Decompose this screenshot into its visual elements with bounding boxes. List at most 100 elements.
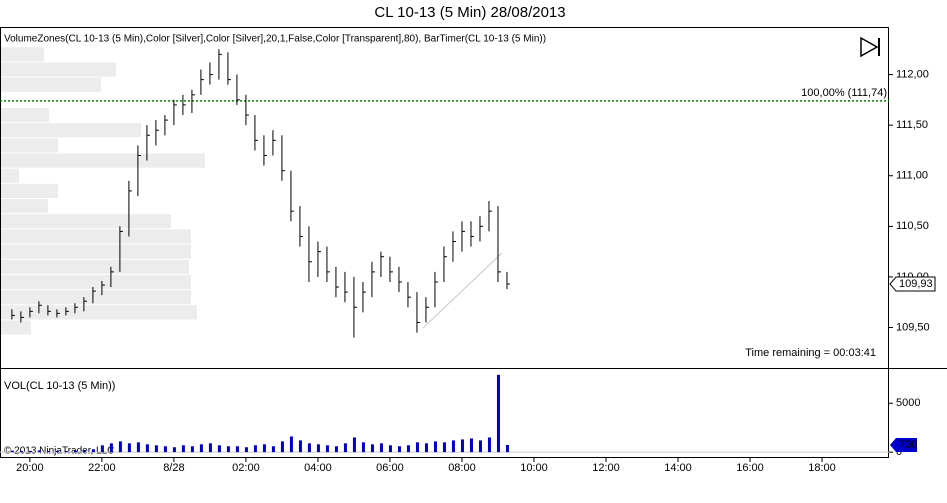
volume-bar <box>280 441 284 453</box>
volume-bar <box>46 451 50 453</box>
volume-bar <box>73 450 77 453</box>
volume-zone <box>1 77 101 92</box>
volume-zones <box>1 47 205 335</box>
volume-bar <box>415 442 419 453</box>
copyright: © 2013 NinjaTrader, LLC <box>4 446 114 457</box>
x-tick-label: 8/28 <box>163 462 184 474</box>
panel-border <box>0 27 889 458</box>
y-tick-label: 110,50 <box>896 220 929 232</box>
volume-bar <box>478 440 482 453</box>
x-tick-label: 02:00 <box>232 462 260 474</box>
y-tick-label: 111,50 <box>896 119 928 131</box>
volume-bar <box>64 451 68 453</box>
volume-bar <box>433 441 437 453</box>
volume-bar <box>343 443 347 453</box>
play-icon <box>860 36 880 58</box>
last-price-marker <box>889 276 936 292</box>
volume-bar <box>253 445 257 453</box>
volume-zone <box>1 320 31 335</box>
volume-bar <box>82 450 86 453</box>
last-price-label: 109,93 <box>899 278 933 290</box>
indicator-label: VolumeZones(CL 10-13 (5 Min),Color [Silv… <box>4 34 546 45</box>
volume-zone <box>1 259 189 274</box>
volume-zone <box>1 274 191 290</box>
volume-zone <box>1 229 191 244</box>
volume-bar <box>217 445 221 453</box>
volume-bar <box>226 446 230 453</box>
volume-zone <box>1 305 197 320</box>
volume-bar <box>487 437 491 453</box>
x-tick-label: 16:00 <box>736 462 764 474</box>
volume-zone <box>1 168 19 183</box>
y-tick-label: 0 <box>896 446 902 458</box>
volume-bar <box>325 445 329 453</box>
volume-zone <box>1 199 48 214</box>
volume-bar <box>451 440 455 453</box>
y-tick-label: 112,00 <box>896 68 929 80</box>
volume-bar <box>406 445 410 453</box>
y-tick-label: 5000 <box>896 397 920 409</box>
volume-bar <box>55 450 59 453</box>
last-volume-marker <box>890 437 917 452</box>
volume-bar <box>181 445 185 453</box>
x-tick-label: 04:00 <box>304 462 332 474</box>
volume-zone <box>1 62 116 77</box>
volume-bar <box>91 449 95 453</box>
volume-bar <box>244 447 248 453</box>
x-tick-label: 12:00 <box>592 462 620 474</box>
volume-bar <box>496 374 500 453</box>
volume-bar <box>172 447 176 453</box>
volume-zone <box>1 153 205 168</box>
volume-bar <box>145 444 149 453</box>
volume-zone <box>1 107 49 123</box>
x-tick-label: 10:00 <box>520 462 548 474</box>
y-tick-label: 109,50 <box>896 321 930 333</box>
volume-bar <box>505 444 509 453</box>
volume-bar <box>442 442 446 453</box>
volume-title: VOL(CL 10-13 (5 Min)) <box>4 380 115 392</box>
volume-bar <box>136 442 140 453</box>
volume-bar <box>397 446 401 453</box>
volume-bar <box>289 436 293 453</box>
volume-bar <box>127 443 131 453</box>
volume-bar <box>118 441 122 453</box>
x-tick-label: 14:00 <box>664 462 692 474</box>
x-tick-label: 18:00 <box>808 462 836 474</box>
volume-bar <box>262 444 266 453</box>
volume-bar <box>361 442 365 453</box>
volume-bar <box>154 445 158 453</box>
volume-zone <box>1 183 58 199</box>
volume-bar <box>19 450 23 453</box>
volume-zone <box>1 123 141 138</box>
bar-timer: Time remaining = 00:03:41 <box>745 347 876 359</box>
volume-bar <box>352 437 356 453</box>
volume-bar <box>37 450 41 453</box>
volume-bar <box>109 443 113 453</box>
level-label: 100,00% (111,74) <box>801 87 887 99</box>
last-volume-label: 730 <box>899 439 917 451</box>
volume-bar <box>469 438 473 453</box>
volume-bar <box>460 439 464 453</box>
volume-bar <box>388 445 392 453</box>
volume-bar <box>235 446 239 453</box>
volume-bar <box>10 450 14 453</box>
x-tick-label: 22:00 <box>88 462 116 474</box>
volume-bar <box>199 444 203 453</box>
volume-zone <box>1 214 171 229</box>
y-tick-label: 111,00 <box>896 170 928 182</box>
x-tick-label: 08:00 <box>448 462 476 474</box>
x-tick-label: 06:00 <box>376 462 404 474</box>
volume-zone <box>1 138 58 153</box>
play-triangle <box>860 36 879 58</box>
volume-bar <box>298 440 302 453</box>
volume-bar <box>208 443 212 453</box>
trend-line <box>422 252 503 329</box>
volume-bar <box>190 446 194 453</box>
x-tick-label: 20:00 <box>16 462 44 474</box>
volume-bar <box>316 444 320 453</box>
volume-bar <box>334 446 338 453</box>
volume-zone <box>1 244 191 259</box>
volume-bar <box>271 446 275 453</box>
volume-bar <box>100 445 104 453</box>
